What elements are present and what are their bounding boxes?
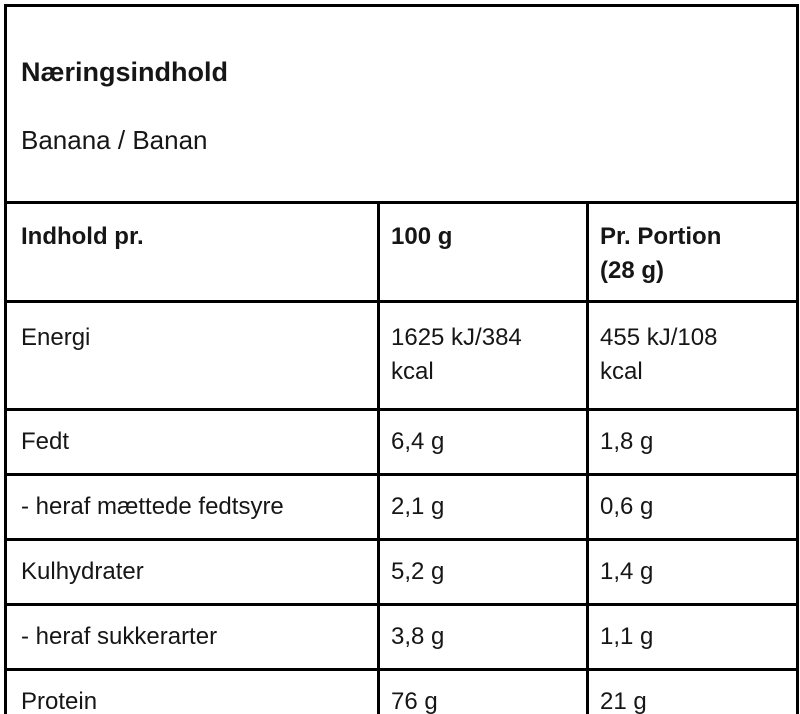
value-per-100g: 5,2 g bbox=[377, 538, 589, 606]
value-per-100g: 3,8 g bbox=[377, 603, 589, 671]
value-per-100g: 2,1 g bbox=[377, 473, 589, 541]
value-per-100g: 1625 kJ/384 kcal bbox=[377, 300, 589, 411]
title-row: Næringsindhold Banana / Banan bbox=[3, 4, 800, 204]
table-row: Fedt 6,4 g 1,8 g bbox=[4, 408, 800, 476]
nutrient-label: Protein bbox=[4, 668, 380, 714]
table-row: Energi 1625 kJ/384 kcal 455 kJ/108 kcal bbox=[4, 300, 800, 411]
product-name: Banana / Banan bbox=[21, 125, 208, 155]
header-row: Indhold pr. 100 g Pr. Portion (28 g) bbox=[4, 201, 800, 303]
nutrient-label: Kulhydrater bbox=[4, 538, 380, 606]
table-row: - heraf mættede fedtsyre 2,1 g 0,6 g bbox=[4, 473, 800, 541]
nutrition-table: Næringsindhold Banana / Banan Indhold pr… bbox=[3, 4, 800, 714]
table-row: Kulhydrater 5,2 g 1,4 g bbox=[4, 538, 800, 606]
table-row: Protein 76 g 21 g bbox=[4, 668, 800, 714]
value-per-portion: 21 g bbox=[585, 668, 800, 714]
nutrient-label: - heraf mættede fedtsyre bbox=[4, 473, 380, 541]
value-per-portion: 0,6 g bbox=[585, 473, 800, 541]
value-per-portion: 1,4 g bbox=[585, 538, 800, 606]
nutrient-label: Fedt bbox=[4, 408, 380, 476]
title-cell: Næringsindhold Banana / Banan bbox=[3, 4, 800, 204]
value-per-100g: 76 g bbox=[377, 668, 589, 714]
value-per-portion: 455 kJ/108 kcal bbox=[585, 300, 800, 411]
table-row: - heraf sukkerarter 3,8 g 1,1 g bbox=[4, 603, 800, 671]
column-header-per-portion: Pr. Portion (28 g) bbox=[585, 201, 800, 303]
column-header-per-100g: 100 g bbox=[377, 201, 589, 303]
value-per-portion: 1,1 g bbox=[585, 603, 800, 671]
nutrient-label: Energi bbox=[4, 300, 380, 411]
value-per-portion: 1,8 g bbox=[585, 408, 800, 476]
column-header-content-per: Indhold pr. bbox=[4, 201, 380, 303]
value-per-100g: 6,4 g bbox=[377, 408, 589, 476]
nutrition-table-body: Næringsindhold Banana / Banan Indhold pr… bbox=[3, 4, 800, 714]
page-title: Næringsindhold bbox=[21, 57, 228, 87]
nutrient-label: - heraf sukkerarter bbox=[4, 603, 380, 671]
